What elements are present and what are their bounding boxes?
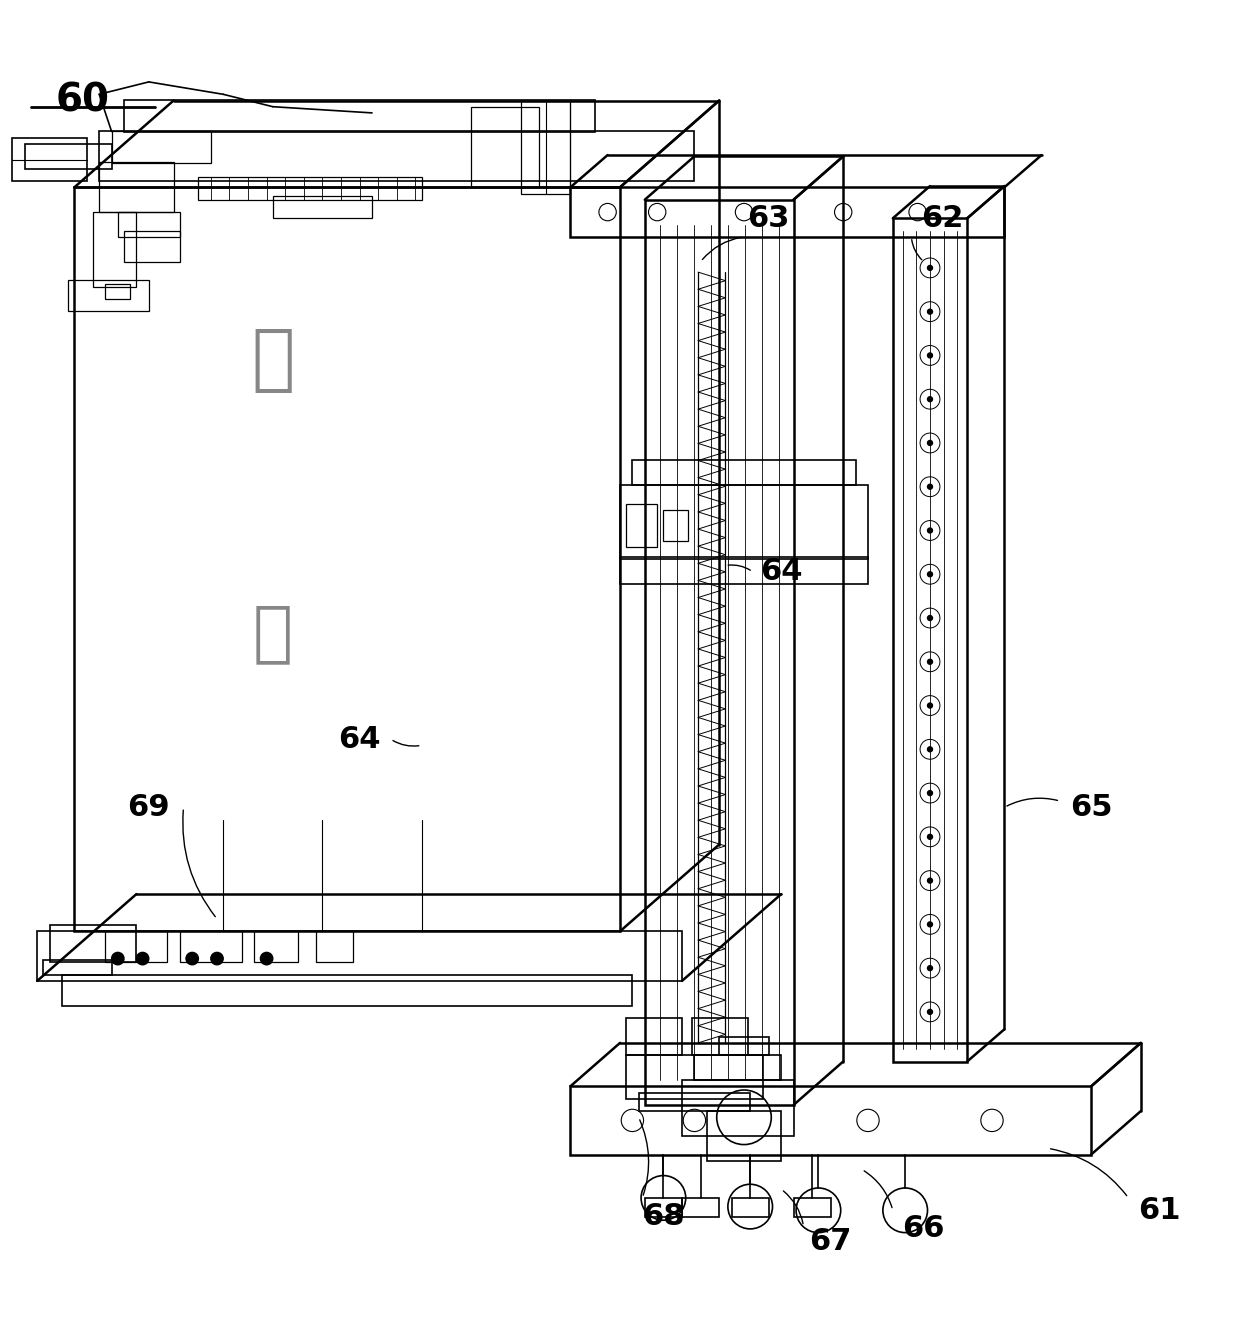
Bar <box>663 510 688 541</box>
Circle shape <box>112 952 124 965</box>
Text: 68: 68 <box>642 1202 684 1231</box>
Circle shape <box>928 353 932 358</box>
Text: 66: 66 <box>903 1214 945 1243</box>
Bar <box>570 1087 1091 1155</box>
Text: 60: 60 <box>56 82 110 120</box>
Bar <box>285 178 304 200</box>
Bar <box>471 107 539 187</box>
Circle shape <box>928 266 932 270</box>
Bar <box>732 1198 769 1217</box>
Circle shape <box>928 835 932 839</box>
Text: 箱: 箱 <box>253 601 293 666</box>
Bar <box>12 138 87 182</box>
Bar <box>682 1080 794 1135</box>
Bar <box>360 178 378 200</box>
Text: 62: 62 <box>921 204 963 233</box>
Bar <box>570 187 1004 237</box>
Bar <box>62 975 632 1006</box>
Bar <box>397 178 415 200</box>
Bar <box>254 931 298 963</box>
Bar <box>74 187 620 931</box>
Text: 64: 64 <box>760 557 802 586</box>
Bar <box>248 178 267 200</box>
Bar <box>25 144 112 169</box>
Bar <box>118 212 180 237</box>
Bar <box>180 931 242 963</box>
Circle shape <box>928 878 932 884</box>
Bar <box>694 1055 781 1080</box>
Bar <box>620 557 868 585</box>
Bar <box>68 281 149 311</box>
Text: 65: 65 <box>1070 793 1112 822</box>
Bar <box>112 132 211 162</box>
Bar <box>626 1018 682 1055</box>
Bar <box>645 1198 682 1217</box>
Bar <box>632 460 856 485</box>
Bar <box>639 1093 750 1112</box>
Circle shape <box>928 396 932 402</box>
Bar <box>626 503 657 547</box>
Bar <box>322 178 341 200</box>
Circle shape <box>186 952 198 965</box>
Circle shape <box>928 615 932 620</box>
Bar <box>707 1112 781 1160</box>
Bar <box>43 960 112 975</box>
Bar <box>99 132 694 182</box>
Bar <box>124 230 180 262</box>
Bar <box>626 1055 763 1098</box>
Text: 63: 63 <box>748 204 790 233</box>
Circle shape <box>928 485 932 489</box>
Bar <box>124 100 595 132</box>
Circle shape <box>928 528 932 533</box>
Circle shape <box>928 965 932 971</box>
Bar <box>719 1036 769 1055</box>
Text: 67: 67 <box>810 1227 852 1256</box>
Circle shape <box>136 952 149 965</box>
Bar <box>682 1198 719 1217</box>
Text: 料: 料 <box>252 327 294 395</box>
Bar <box>105 931 167 963</box>
Bar <box>620 485 868 560</box>
Circle shape <box>211 952 223 965</box>
Circle shape <box>928 747 932 752</box>
Bar <box>99 162 174 212</box>
Bar <box>521 100 570 194</box>
Bar <box>211 178 229 200</box>
Bar <box>50 925 136 963</box>
Bar <box>37 931 682 981</box>
Bar <box>93 212 136 287</box>
Circle shape <box>928 440 932 445</box>
Text: 61: 61 <box>1138 1196 1180 1225</box>
Bar <box>692 1018 748 1055</box>
Circle shape <box>928 790 932 795</box>
Text: 64: 64 <box>339 724 381 753</box>
Circle shape <box>928 309 932 315</box>
Bar <box>105 284 130 299</box>
Text: 69: 69 <box>128 793 170 822</box>
Circle shape <box>928 703 932 709</box>
Bar <box>645 200 794 1105</box>
Bar <box>273 196 372 219</box>
Bar <box>893 219 967 1062</box>
Circle shape <box>928 572 932 577</box>
Bar <box>198 178 422 200</box>
Circle shape <box>928 1009 932 1014</box>
Bar <box>794 1198 831 1217</box>
Circle shape <box>928 660 932 664</box>
Circle shape <box>260 952 273 965</box>
Circle shape <box>928 922 932 927</box>
Bar <box>316 931 353 963</box>
